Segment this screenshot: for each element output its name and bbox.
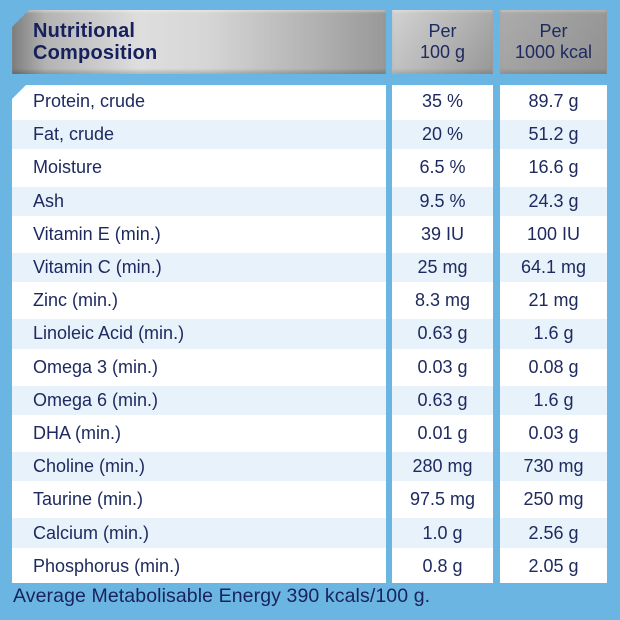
nutrient-label: Protein, crude <box>33 91 146 112</box>
column-divider <box>493 85 500 583</box>
value-per-100g: 20 % <box>421 124 464 145</box>
value-per-1000kcal: 730 mg <box>523 456 584 477</box>
table-row: Ash 9.5 % 24.3 g <box>12 184 607 218</box>
value-per-100g: 9.5 % <box>419 190 466 211</box>
value-per-1000kcal: 89.7 g <box>528 91 579 112</box>
nutrient-label: DHA (min.) <box>33 422 122 443</box>
table-header-panel: Nutritional Composition <box>12 10 386 74</box>
value-per-1000kcal: 24.3 g <box>528 190 579 211</box>
table-row: Fat, crude 20 % 51.2 g <box>12 118 607 152</box>
table-row: DHA (min.) 0.01 g 0.03 g <box>12 417 607 450</box>
nutrient-label: Ash <box>33 190 65 211</box>
value-per-1000kcal: 2.56 g <box>528 522 579 543</box>
table-row: Zinc (min.) 8.3 mg 21 mg <box>12 284 607 317</box>
value-per-100g: 0.03 g <box>417 356 468 377</box>
value-per-1000kcal: 1.6 g <box>533 389 574 410</box>
value-per-1000kcal: 16.6 g <box>528 157 579 178</box>
value-per-100g: 35 % <box>421 91 464 112</box>
value-per-100g: 0.63 g <box>417 323 468 344</box>
nutrient-label: Linoleic Acid (min.) <box>33 323 185 344</box>
value-per-1000kcal: 250 mg <box>523 489 584 510</box>
table-row: Taurine (min.) 97.5 mg 250 mg <box>12 483 607 516</box>
value-per-1000kcal: 100 IU <box>526 223 581 244</box>
value-per-1000kcal: 0.08 g <box>528 356 579 377</box>
nutrient-label: Moisture <box>33 157 103 178</box>
column-header-per-1000kcal: Per 1000 kcal <box>500 10 607 74</box>
table-row: Moisture 6.5 % 16.6 g <box>12 151 607 184</box>
value-per-100g: 25 mg <box>417 257 468 278</box>
nutrient-label: Calcium (min.) <box>33 522 150 543</box>
table-rows: Protein, crude 35 % 89.7 g Fat, crude 20… <box>12 85 607 583</box>
table-body: Protein, crude 35 % 89.7 g Fat, crude 20… <box>12 85 607 583</box>
metabolisable-energy-note: Average Metabolisable Energy 390 kcals/1… <box>13 585 431 607</box>
column-header-line: Per <box>539 21 568 41</box>
nutrient-label: Omega 3 (min.) <box>33 356 159 377</box>
nutrient-label: Taurine (min.) <box>33 489 144 510</box>
value-per-100g: 97.5 mg <box>409 489 476 510</box>
value-per-100g: 8.3 mg <box>414 290 471 311</box>
nutrient-label: Zinc (min.) <box>33 290 118 311</box>
table-row: Vitamin C (min.) 25 mg 64.1 mg <box>12 250 607 285</box>
column-header-line: 100 g <box>419 42 466 62</box>
table-row: Protein, crude 35 % 89.7 g <box>12 85 607 118</box>
value-per-100g: 0.63 g <box>417 389 468 410</box>
nutrient-label: Vitamin C (min.) <box>33 257 162 278</box>
value-per-100g: 280 mg <box>412 456 473 477</box>
value-per-1000kcal: 0.03 g <box>528 422 579 443</box>
column-header-line: 1000 kcal <box>514 42 593 62</box>
value-per-100g: 6.5 % <box>419 157 466 178</box>
table-row: Calcium (min.) 1.0 g 2.56 g <box>12 516 607 550</box>
table-row: Omega 3 (min.) 0.03 g 0.08 g <box>12 351 607 384</box>
column-header-per-100g: Per 100 g <box>392 10 493 74</box>
table-row: Omega 6 (min.) 0.63 g 1.6 g <box>12 383 607 417</box>
column-header-line: Per <box>428 21 457 41</box>
nutrient-label: Fat, crude <box>33 124 115 145</box>
nutrient-label: Phosphorus (min.) <box>33 555 181 576</box>
nutrient-label: Choline (min.) <box>33 456 146 477</box>
value-per-1000kcal: 1.6 g <box>533 323 574 344</box>
value-per-100g: 39 IU <box>420 223 465 244</box>
value-per-1000kcal: 21 mg <box>528 290 579 311</box>
column-divider <box>386 85 392 583</box>
table-row: Choline (min.) 280 mg 730 mg <box>12 450 607 484</box>
table-row: Linoleic Acid (min.) 0.63 g 1.6 g <box>12 317 607 351</box>
value-per-1000kcal: 2.05 g <box>528 555 579 576</box>
table-title: Nutritional Composition <box>33 20 158 64</box>
value-per-100g: 0.01 g <box>417 422 468 443</box>
value-per-100g: 0.8 g <box>422 555 463 576</box>
table-row: Vitamin E (min.) 39 IU 100 IU <box>12 218 607 251</box>
value-per-100g: 1.0 g <box>422 522 463 543</box>
nutrient-label: Vitamin E (min.) <box>33 223 161 244</box>
value-per-1000kcal: 51.2 g <box>528 124 579 145</box>
table-row: Phosphorus (min.) 0.8 g 2.05 g <box>12 550 607 583</box>
nutrient-label: Omega 6 (min.) <box>33 389 159 410</box>
value-per-1000kcal: 64.1 mg <box>520 257 587 278</box>
